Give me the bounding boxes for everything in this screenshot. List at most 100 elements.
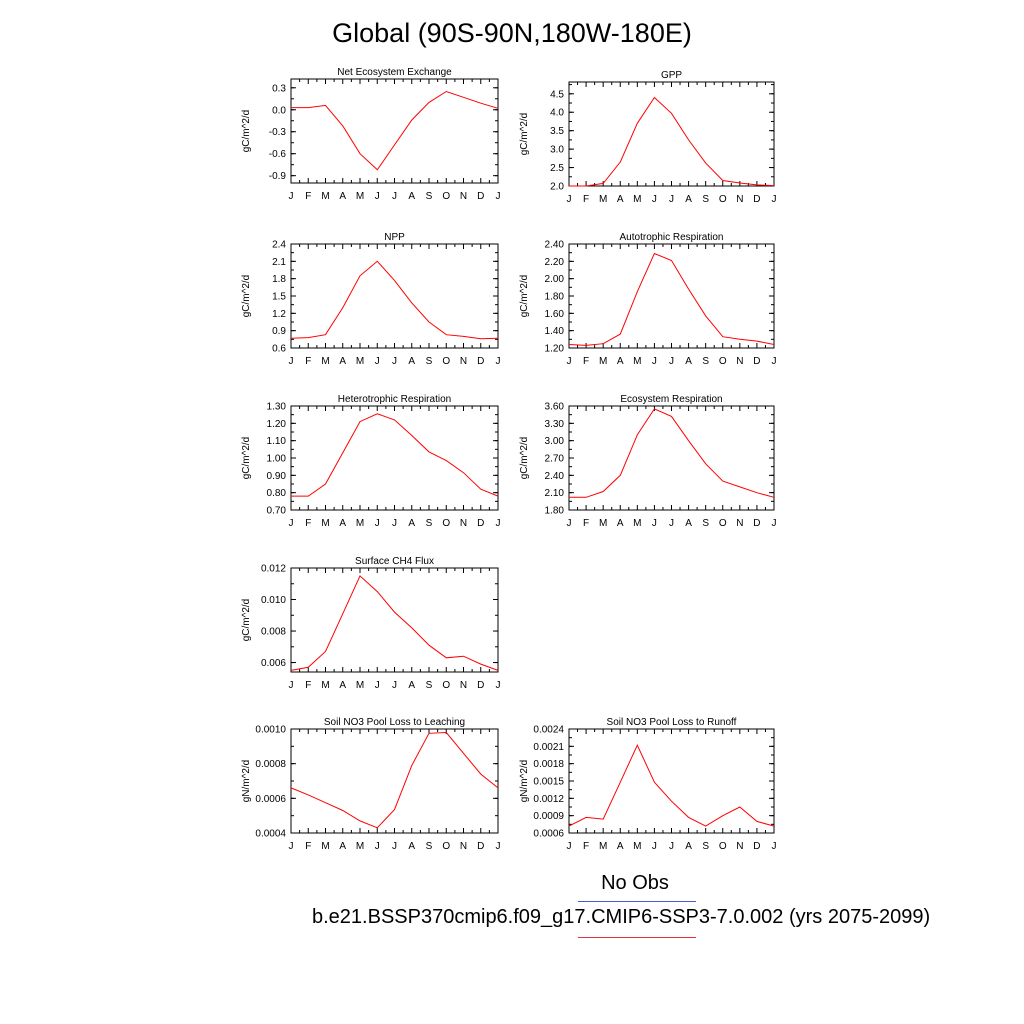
y-tick-label: -0.3 <box>269 127 287 138</box>
x-tick-label: M <box>356 356 364 367</box>
series-line <box>290 575 499 671</box>
panel-title: Heterotrophic Respiration <box>338 394 451 405</box>
x-tick-label: O <box>719 356 727 367</box>
x-tick-label: F <box>305 841 311 852</box>
x-tick-label: F <box>305 680 311 691</box>
x-tick-label: J <box>496 191 501 202</box>
x-tick-label: A <box>339 356 346 367</box>
plot-frame <box>290 567 499 673</box>
x-tick-label: M <box>633 518 641 529</box>
x-tick-label: A <box>408 518 415 529</box>
y-tick-label: 0.0 <box>272 105 286 116</box>
x-tick-label: O <box>719 518 727 529</box>
x-tick-label: J <box>669 356 674 367</box>
y-tick-label: 0.0008 <box>255 759 286 770</box>
x-tick-label: N <box>460 518 467 529</box>
x-tick-label: J <box>496 841 501 852</box>
x-tick-label: J <box>669 194 674 205</box>
y-tick-label: 1.20 <box>267 419 287 430</box>
x-tick-label: J <box>289 518 294 529</box>
x-tick-label: J <box>392 518 397 529</box>
x-tick-label: D <box>753 841 760 852</box>
x-tick-label: J <box>392 356 397 367</box>
x-tick-label: J <box>289 680 294 691</box>
x-tick-label: J <box>652 356 657 367</box>
panel-title: GPP <box>661 70 682 81</box>
plot-frame <box>290 405 499 511</box>
x-tick-label: J <box>567 194 572 205</box>
x-tick-label: J <box>392 680 397 691</box>
x-tick-label: F <box>305 191 311 202</box>
x-tick-label: J <box>652 194 657 205</box>
x-tick-label: A <box>339 191 346 202</box>
y-tick-label: 3.60 <box>545 402 565 413</box>
y-tick-label: 1.40 <box>545 326 565 337</box>
x-tick-label: M <box>356 191 364 202</box>
x-tick-label: J <box>375 841 380 852</box>
y-tick-label: 0.0015 <box>533 777 564 788</box>
x-tick-label: M <box>321 841 329 852</box>
plot-frame <box>290 243 499 349</box>
x-tick-label: D <box>477 841 484 852</box>
y-tick-label: 3.00 <box>545 436 565 447</box>
y-tick-label: 0.0012 <box>533 794 564 805</box>
series-line <box>290 731 499 829</box>
x-tick-label: J <box>496 680 501 691</box>
x-tick-label: J <box>772 841 777 852</box>
x-tick-label: A <box>685 194 692 205</box>
x-tick-label: J <box>669 518 674 529</box>
x-tick-label: J <box>669 841 674 852</box>
panel-title: Soil NO3 Pool Loss to Runoff <box>607 717 737 728</box>
y-tick-label: 0.0006 <box>533 829 564 840</box>
x-tick-label: S <box>426 191 433 202</box>
x-tick-label: J <box>289 356 294 367</box>
plot-frame <box>568 81 775 187</box>
x-tick-label: N <box>460 356 467 367</box>
x-tick-label: J <box>772 356 777 367</box>
y-tick-label: 4.0 <box>550 108 564 119</box>
x-tick-label: J <box>567 518 572 529</box>
y-tick-label: 2.5 <box>550 163 564 174</box>
series-line <box>291 90 499 171</box>
legend-run-line <box>578 937 696 938</box>
x-tick-label: J <box>652 518 657 529</box>
x-tick-label: A <box>408 191 415 202</box>
x-tick-label: D <box>753 194 760 205</box>
x-tick-label: A <box>408 841 415 852</box>
y-tick-label: 0.0009 <box>533 811 564 822</box>
x-tick-label: F <box>583 841 589 852</box>
y-axis-label: gC/m^2/d <box>519 437 530 480</box>
x-tick-label: F <box>583 518 589 529</box>
y-tick-label: 2.00 <box>545 274 565 285</box>
y-tick-label: 0.0004 <box>255 829 286 840</box>
y-axis-label: gN/m^2/d <box>241 760 252 803</box>
y-tick-label: 3.0 <box>550 145 564 156</box>
y-tick-label: 0.0006 <box>255 794 286 805</box>
y-tick-label: 0.0018 <box>533 759 564 770</box>
x-tick-label: M <box>356 841 364 852</box>
y-tick-label: 0.9 <box>272 326 286 337</box>
x-tick-label: J <box>375 680 380 691</box>
y-tick-label: 2.20 <box>545 257 565 268</box>
plot-frame <box>568 243 775 349</box>
series-line <box>290 260 499 340</box>
x-tick-label: J <box>375 518 380 529</box>
y-tick-label: 0.0010 <box>255 725 286 736</box>
y-tick-label: 0.80 <box>267 488 287 499</box>
panel-title: Surface CH4 Flux <box>355 556 434 567</box>
y-tick-label: 1.30 <box>267 402 287 413</box>
y-tick-label: 0.70 <box>267 506 287 517</box>
x-tick-label: O <box>442 680 450 691</box>
x-tick-label: N <box>736 194 743 205</box>
x-tick-label: D <box>753 356 760 367</box>
series-line <box>291 413 499 497</box>
x-tick-label: M <box>356 680 364 691</box>
y-tick-label: 0.0021 <box>533 742 564 753</box>
